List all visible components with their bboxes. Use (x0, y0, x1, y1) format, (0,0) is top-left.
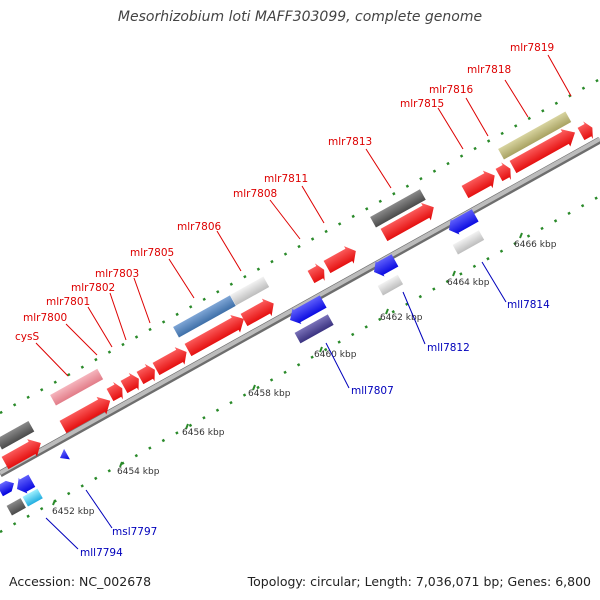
hit-box-cyan (22, 488, 43, 507)
label-mlr7815: mlr7815 (400, 98, 444, 110)
forward-annotation-boxes (0, 111, 572, 450)
forward-genes (1, 121, 593, 470)
label-mll7794: mll7794 (80, 547, 123, 559)
reverse-labels: mll7794 msl7797 mll7807 mll7812 mll7814 (80, 299, 550, 559)
hit-box-dark-bottom (6, 498, 26, 516)
label-mlr7819: mlr7819 (510, 42, 554, 54)
hit-box-steelblue (173, 295, 236, 338)
label-cysS: cysS (15, 331, 39, 343)
scale-label-6462: 6462 kbp (380, 313, 423, 323)
gene-arrow-mlr7806 (240, 298, 274, 327)
gene-arrow-mlr7803 (152, 347, 187, 376)
gene-arrow-mlr7808 (307, 263, 325, 284)
scale-labels: 6452 kbp 6454 kbp 6456 kbp 6458 kbp 6460… (52, 240, 557, 517)
forward-label-leaders (35, 54, 572, 377)
gene-arrow-cysS-left (1, 439, 41, 470)
gene-arrow-mll7794-b (0, 480, 14, 497)
gene-arrow-mlr7815 (461, 170, 495, 199)
label-mlr7803: mlr7803 (95, 268, 139, 280)
gene-arrow-mll7794-a (17, 474, 36, 494)
label-mlr7805: mlr7805 (130, 247, 174, 259)
gene-arrow-mll7807 (290, 295, 327, 324)
reverse-label-leaders (45, 261, 507, 550)
accession-text: Accession: NC_002678 (9, 574, 152, 589)
label-mlr7808: mlr7808 (233, 188, 277, 200)
reverse-annotation-boxes (6, 230, 485, 516)
gene-arrow-mll7812 (374, 254, 399, 277)
gene-arrow-mlr7813 (380, 202, 434, 242)
hit-box-dark-mid (370, 189, 426, 228)
gene-arrow-mlr7816 (495, 162, 511, 182)
label-mlr7811: mlr7811 (264, 173, 308, 185)
gene-arrow-mlr7819 (577, 121, 593, 141)
gene-arrow-mlr7818 (509, 129, 576, 174)
gene-arrow-mlr7811 (323, 246, 356, 274)
label-mll7812: mll7812 (427, 342, 470, 354)
hit-box-dark-left (0, 421, 35, 450)
hit-box-silver-1 (230, 276, 270, 306)
gene-arrow-mll7814 (449, 209, 479, 235)
hit-box-navy (294, 314, 334, 344)
scale-label-6458: 6458 kbp (248, 389, 291, 399)
label-mlr7816: mlr7816 (429, 84, 474, 96)
scale-label-6464: 6464 kbp (447, 278, 490, 288)
label-mll7807: mll7807 (351, 385, 394, 397)
label-mlr7800: mlr7800 (23, 312, 67, 324)
map-title: Mesorhizobium loti MAFF303099, complete … (117, 9, 483, 25)
gene-arrow-mlr7800 (106, 381, 123, 402)
gene-arrow-mlr7805 (184, 315, 244, 357)
genome-backbone (0, 137, 600, 475)
scale-label-6460: 6460 kbp (314, 350, 357, 360)
label-mlr7801: mlr7801 (46, 296, 90, 308)
label-mlr7818: mlr7818 (467, 64, 511, 76)
hit-box-silver-2 (377, 274, 404, 296)
gene-arrow-cysS (59, 396, 111, 434)
scale-label-6456: 6456 kbp (182, 428, 225, 438)
gene-arrow-mlr7801 (120, 372, 139, 394)
scale-label-6452: 6452 kbp (52, 507, 95, 517)
reverse-genes (0, 209, 479, 497)
gene-arrow-mlr7802 (136, 363, 155, 385)
genome-summary-text: Topology: circular; Length: 7,036,071 bp… (247, 574, 591, 589)
scale-ticks (52, 232, 523, 506)
forward-labels: cysS mlr7800 mlr7801 mlr7802 mlr7803 mlr… (15, 42, 554, 343)
label-mlr7806: mlr7806 (177, 221, 222, 233)
scale-label-6466: 6466 kbp (514, 240, 557, 250)
hit-box-silver-3 (452, 230, 485, 255)
label-mlr7813: mlr7813 (328, 136, 372, 148)
label-mll7814: mll7814 (507, 299, 550, 311)
upper-tick-track (0, 77, 600, 415)
hit-box-olive (498, 111, 572, 160)
label-msl7797: msl7797 (112, 526, 157, 538)
label-mlr7802: mlr7802 (71, 282, 115, 294)
gene-arrow-msl7797 (60, 448, 70, 460)
hit-box-pink (50, 368, 104, 406)
scale-label-6454: 6454 kbp (117, 467, 160, 477)
